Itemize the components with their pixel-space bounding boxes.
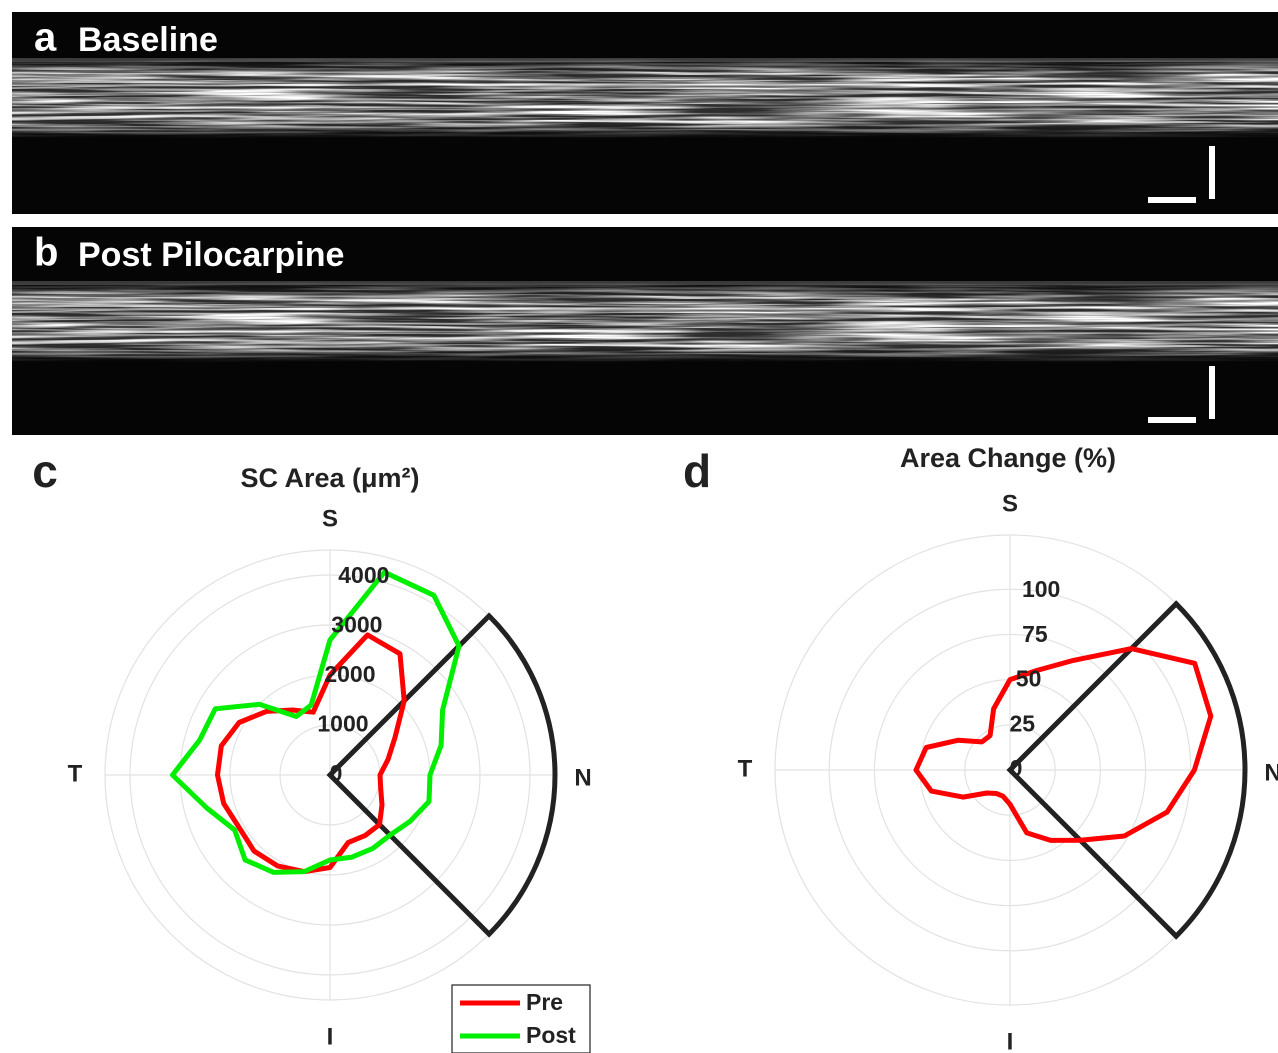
series-curve bbox=[218, 635, 405, 872]
panel-letter: a bbox=[34, 16, 57, 60]
series-curve bbox=[173, 572, 460, 872]
r-tick-label: 25 bbox=[1009, 710, 1035, 736]
figure: a Baseline b Post Pilocarpine c SC Area (… bbox=[0, 0, 1278, 1053]
r-tick-label: 50 bbox=[1016, 666, 1042, 692]
chart-title: Area Change (%) bbox=[900, 443, 1116, 473]
direction-label: I bbox=[1007, 1028, 1014, 1053]
direction-label: N bbox=[574, 764, 591, 791]
panel-label: Baseline bbox=[78, 21, 218, 59]
r-tick-label: 75 bbox=[1022, 621, 1048, 647]
direction-label: S bbox=[1002, 490, 1018, 517]
r-tick-label: 0 bbox=[330, 760, 343, 786]
r-tick-label: 1000 bbox=[317, 711, 368, 737]
chart-title: SC Area (μm²) bbox=[240, 463, 419, 493]
direction-label: T bbox=[738, 755, 753, 782]
panel-letter: d bbox=[683, 445, 711, 497]
legend-label: Pre bbox=[526, 989, 563, 1015]
r-tick-label: 0 bbox=[1010, 755, 1023, 781]
direction-label: S bbox=[322, 505, 338, 532]
r-tick-label: 2000 bbox=[324, 661, 375, 687]
panel-letter: c bbox=[32, 445, 58, 497]
r-tick-label: 3000 bbox=[331, 612, 382, 638]
legend-label: Post bbox=[526, 1022, 576, 1048]
panel-letter: b bbox=[34, 231, 58, 275]
r-tick-label: 100 bbox=[1022, 576, 1060, 602]
panel-label: Post Pilocarpine bbox=[78, 236, 344, 274]
direction-label: I bbox=[327, 1023, 334, 1050]
direction-label: T bbox=[68, 760, 83, 787]
direction-label: N bbox=[1264, 759, 1278, 786]
series-curve bbox=[916, 649, 1211, 841]
r-tick-label: 4000 bbox=[338, 562, 389, 588]
